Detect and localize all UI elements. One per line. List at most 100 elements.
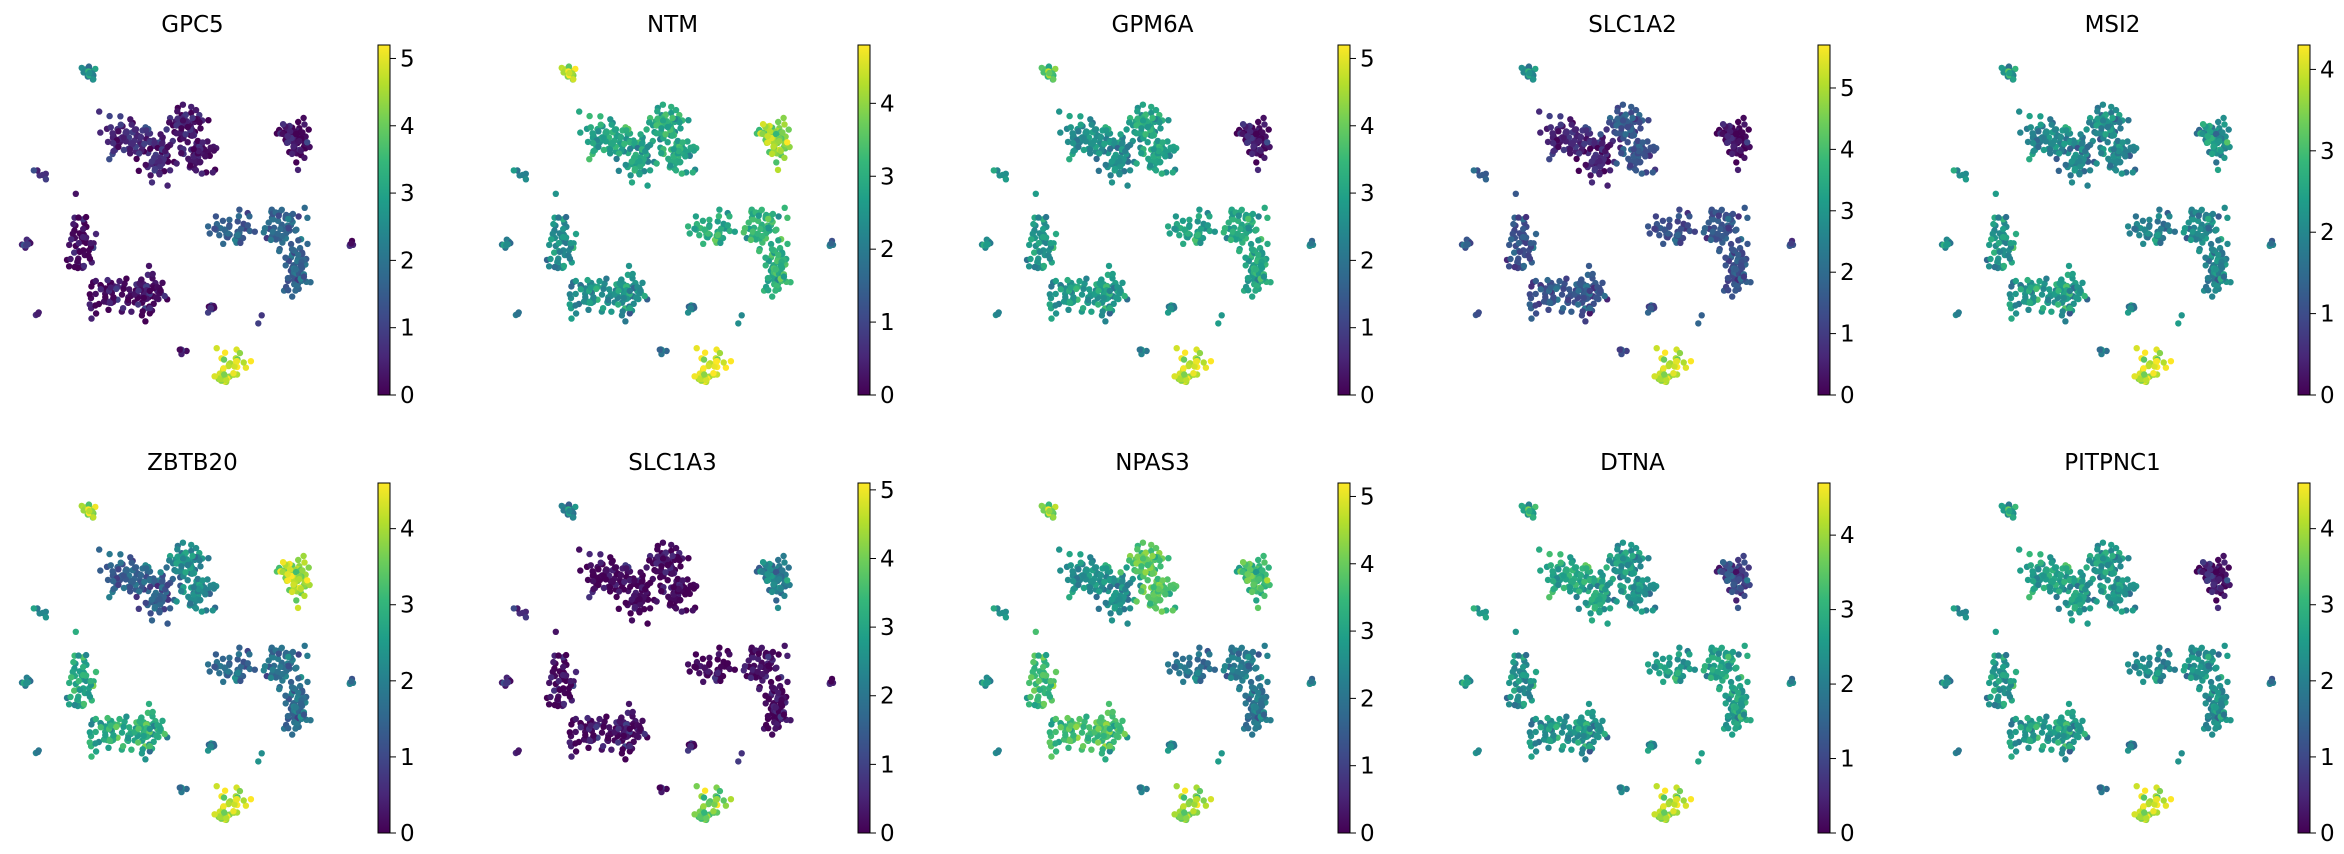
umap-point — [1062, 294, 1069, 301]
umap-point — [613, 155, 620, 163]
colorbar-tick-label: 1 — [2320, 302, 2335, 328]
umap-point — [1686, 213, 1693, 220]
umap-point — [1622, 131, 1629, 138]
umap-point — [621, 578, 628, 586]
umap-point — [1547, 124, 1555, 131]
umap-point — [770, 581, 777, 588]
umap-point — [565, 252, 572, 259]
umap-point — [644, 620, 651, 627]
umap-point — [1527, 239, 1534, 247]
umap-point — [1575, 167, 1583, 174]
colorbar-tick-label: 3 — [400, 181, 415, 207]
umap-points — [978, 63, 1317, 386]
umap-point — [589, 139, 597, 147]
umap-point — [658, 563, 665, 570]
umap-point — [2156, 349, 2164, 357]
umap-point — [2109, 114, 2116, 122]
umap-point — [269, 216, 277, 223]
umap-point — [70, 220, 77, 228]
umap-point — [779, 129, 786, 136]
umap-point — [294, 166, 302, 174]
umap-point — [1031, 263, 1038, 271]
umap-points — [1458, 63, 1797, 386]
umap-point — [1566, 286, 1573, 293]
umap-point — [1064, 276, 1071, 284]
umap-point — [88, 753, 95, 760]
umap-point — [1218, 312, 1225, 319]
umap-point — [1962, 176, 1970, 183]
umap-point — [159, 279, 166, 286]
umap-point — [106, 156, 113, 163]
umap-point — [701, 226, 708, 233]
umap-point — [1116, 170, 1123, 177]
umap-point — [1066, 299, 1074, 306]
umap-point — [1229, 216, 1237, 223]
umap-point — [626, 287, 633, 295]
umap-point — [774, 166, 782, 174]
umap-point — [510, 167, 517, 174]
umap-point — [627, 610, 634, 617]
umap-point — [2040, 146, 2048, 154]
umap-point — [1542, 294, 1549, 301]
umap-point — [223, 376, 230, 384]
umap-point — [289, 731, 296, 738]
umap-point — [606, 150, 614, 157]
umap-point — [274, 217, 282, 224]
umap-point — [1606, 167, 1614, 174]
umap-point — [209, 607, 216, 614]
umap-point — [164, 182, 171, 189]
umap-point — [1522, 239, 1530, 247]
umap-point — [120, 723, 127, 730]
umap-point — [2042, 129, 2050, 136]
umap-point — [1532, 290, 1539, 298]
umap-point — [80, 663, 87, 671]
umap-point — [1191, 363, 1198, 370]
umap-point — [653, 122, 660, 129]
umap-point — [66, 679, 73, 687]
umap-point — [2160, 359, 2167, 366]
umap-point — [1196, 349, 1204, 357]
umap-point — [1229, 228, 1236, 235]
umap-point — [1666, 223, 1673, 230]
umap-point — [119, 305, 127, 312]
umap-point — [234, 669, 242, 677]
umap-point — [74, 258, 81, 265]
umap-point — [1549, 130, 1556, 137]
umap-point — [777, 147, 784, 155]
umap-point — [294, 689, 302, 696]
umap-point — [1619, 117, 1627, 124]
umap-point — [135, 167, 142, 174]
umap-point — [755, 212, 762, 219]
umap-point — [601, 280, 608, 287]
umap-point — [267, 674, 275, 682]
umap-point — [305, 126, 312, 133]
umap-point — [1573, 155, 1580, 163]
umap-point — [597, 121, 604, 128]
umap-point — [151, 603, 159, 611]
umap-point — [514, 310, 521, 318]
umap-point — [1514, 258, 1521, 265]
panel-title: MSI2 — [2085, 12, 2141, 38]
umap-point — [1123, 126, 1130, 133]
umap-point — [628, 617, 636, 624]
umap-point — [72, 628, 80, 635]
umap-point — [206, 230, 213, 237]
umap-point — [1555, 128, 1562, 135]
umap-point — [1046, 301, 1053, 308]
umap-point — [668, 103, 675, 111]
umap-point — [545, 263, 553, 270]
umap-point — [220, 803, 227, 810]
umap-point — [679, 577, 686, 584]
umap-point — [608, 308, 615, 315]
umap-point — [1661, 226, 1668, 233]
umap-point — [216, 670, 223, 677]
umap-point — [1634, 137, 1642, 145]
umap-point — [567, 239, 574, 247]
umap-point — [90, 514, 97, 521]
umap-point — [607, 116, 614, 123]
umap-point — [2017, 286, 2025, 293]
umap-point — [293, 597, 300, 604]
umap-point — [2104, 123, 2111, 131]
umap-point — [656, 346, 663, 353]
umap-point — [2268, 240, 2275, 247]
